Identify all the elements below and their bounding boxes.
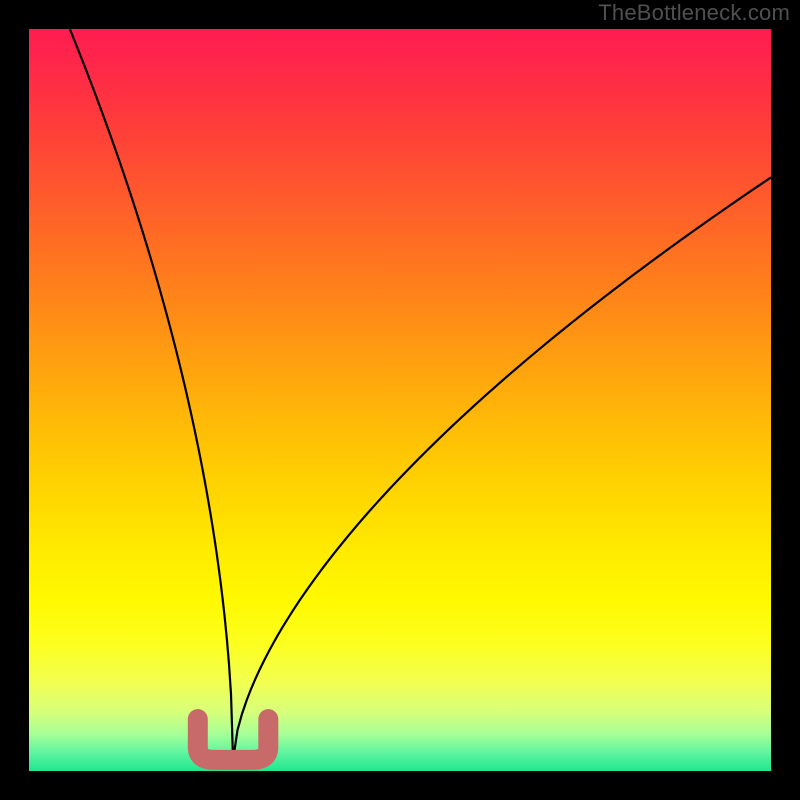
gradient-background xyxy=(29,29,771,771)
chart-frame: TheBottleneck.com xyxy=(0,0,800,800)
bottleneck-curve-chart xyxy=(0,0,800,800)
